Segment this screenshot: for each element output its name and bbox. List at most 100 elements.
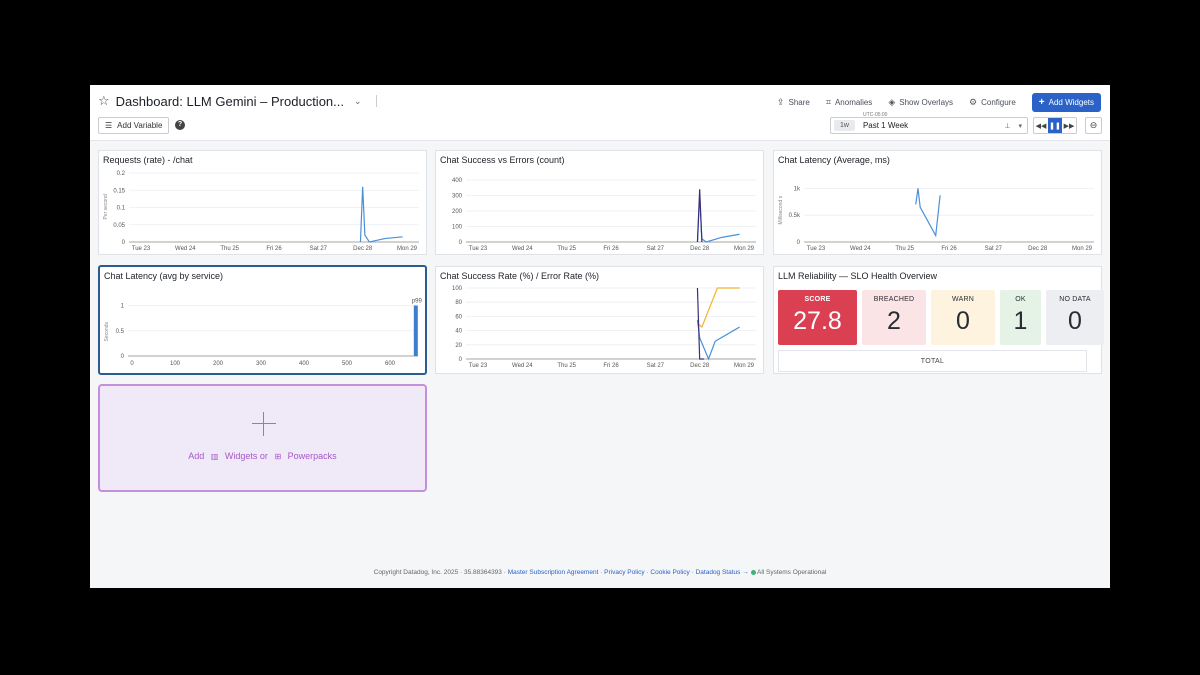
- star-icon[interactable]: ☆: [98, 93, 110, 108]
- slo-total[interactable]: TOTAL: [778, 350, 1087, 372]
- tile-value: 2: [887, 307, 901, 335]
- chevron-down-icon[interactable]: ⌄: [354, 95, 362, 106]
- powerpacks-link[interactable]: Powerpacks: [287, 451, 337, 461]
- slo-no-data-tile[interactable]: NO DATA 0: [1046, 290, 1104, 345]
- copyright-text: Copyright Datadog, Inc. 2025 · 35.883643…: [373, 569, 506, 576]
- zoom-out-icon[interactable]: ⊖: [1085, 117, 1102, 134]
- x-tick-label: Sat 27: [647, 363, 665, 369]
- plus-icon[interactable]: [252, 412, 276, 436]
- chevron-down-icon[interactable]: ▾: [1018, 122, 1022, 130]
- x-tick-label: Wed 24: [512, 246, 533, 252]
- requests-widget[interactable]: 0.2 0.15 0.1 0.05 0 Tue 23 Wed 24 Thu 25 Fri 26 S…: [98, 150, 427, 255]
- x-tick-label: Mon 29: [1072, 246, 1093, 252]
- time-picker[interactable]: 1w Past 1 Week ⊥ ▾: [830, 117, 1028, 134]
- latency-avg-widget[interactable]: 1k 0.5k 0 Tue 23 Wed 24 Thu 25 Fri 26 Sat 27 Dec…: [773, 150, 1102, 255]
- y-tick-label: 20: [455, 343, 462, 349]
- y-axis-unit: Per second: [103, 194, 109, 220]
- x-tick-label: 300: [256, 361, 267, 367]
- x-tick-label: Thu 25: [557, 363, 576, 369]
- x-tick-label: Wed 24: [850, 246, 871, 252]
- status-link[interactable]: Datadog Status →: [695, 569, 749, 576]
- slo-breached-tile[interactable]: BREACHED 2: [862, 290, 926, 345]
- anomalies-icon: ⌗: [825, 97, 831, 107]
- x-tick-label: 400: [299, 361, 310, 367]
- latency-bar: [413, 305, 418, 356]
- x-tick-label: Tue 23: [469, 246, 488, 252]
- add-label: Add: [188, 451, 205, 461]
- y-tick-label: 300: [452, 194, 463, 200]
- y-tick-label: 0.5k: [789, 213, 801, 219]
- filter-icon: ☰: [105, 121, 113, 130]
- show-overlays-label: Show Overlays: [899, 98, 954, 107]
- x-tick-label: 100: [170, 361, 181, 367]
- y-tick-label: 0: [797, 240, 801, 246]
- pause-icon[interactable]: ❚❚: [1048, 118, 1062, 133]
- tile-value: 0: [956, 307, 970, 335]
- y-axis-unit: Millisecond s: [778, 195, 784, 224]
- pin-icon[interactable]: ⊥: [1004, 122, 1011, 130]
- widgets-link[interactable]: Widgets or: [224, 451, 268, 461]
- time-label: Past 1 Week: [862, 121, 909, 130]
- x-tick-label: Sat 27: [647, 246, 665, 252]
- rewind-icon[interactable]: ◀◀: [1035, 122, 1047, 130]
- add-widgets-text: Add ▥ Widgets or ⊞ Powerpacks: [100, 451, 425, 461]
- x-tick-label: Mon 29: [397, 246, 418, 252]
- powerpack-icon: ⊞: [274, 452, 282, 461]
- series-line: [697, 287, 740, 329]
- widget-title: Chat Latency (avg by service): [104, 271, 224, 281]
- privacy-link[interactable]: Privacy Policy: [604, 569, 645, 576]
- slo-score-tile[interactable]: SCORE 27.8: [778, 290, 857, 345]
- anomalies-button[interactable]: ⌗ Anomalies: [826, 97, 872, 108]
- success-rate-widget[interactable]: 100 80 60 40 20 0 Tue 23 Wed 24 Thu 25 Fri 26 Sat …: [435, 266, 764, 374]
- y-tick-label: 0: [459, 240, 463, 246]
- tile-label: SCORE: [804, 296, 831, 303]
- slo-widget[interactable]: LLM Reliability — SLO Health Overview SC…: [773, 266, 1104, 374]
- x-tick-label: Fri 26: [603, 363, 619, 369]
- add-widgets-placeholder[interactable]: Add ▥ Widgets or ⊞ Powerpacks: [98, 384, 427, 492]
- timezone-label: UTC-05:00: [863, 112, 888, 118]
- success-errors-widget[interactable]: 400 300 200 100 0 Tue 23 Wed 24 Thu 25 Fri 26 Sat…: [435, 150, 764, 255]
- add-variable-button[interactable]: ☰ Add Variable: [98, 117, 170, 134]
- dashboard-header: ☆ Dashboard: LLM Gemini – Production... …: [90, 85, 1110, 141]
- tile-value: 27.8: [793, 307, 842, 335]
- y-tick-label: 100: [452, 225, 463, 231]
- x-tick-label: Dec 28: [690, 246, 710, 252]
- configure-label: Configure: [981, 98, 1016, 107]
- success-errors-chart: 400 300 200 100 0 Tue 23 Wed 24 Thu 25 Fri 26 Sat…: [452, 178, 756, 252]
- time-controls: ◀◀ ❚❚ ▶▶: [1033, 117, 1077, 134]
- latency-service-chart: 1 0.5 00 100 200 300 400 500 600 p99 Seconds: [104, 299, 422, 367]
- y-tick-label: 80: [455, 300, 462, 306]
- y-tick-label: 1k: [794, 186, 801, 192]
- series-line: [915, 188, 941, 238]
- share-button[interactable]: ⇪ Share: [777, 97, 810, 108]
- anomalies-label: Anomalies: [834, 98, 873, 107]
- help-icon[interactable]: ?: [175, 120, 185, 130]
- x-tick-label: Mon 29: [734, 246, 755, 252]
- slo-warn-tile[interactable]: WARN 0: [931, 290, 995, 345]
- configure-button[interactable]: ⚙ Configure: [969, 97, 1016, 108]
- latency-service-widget[interactable]: 1 0.5 0 0 100 200 300 400 500 600 p99 Seconds Chat …: [98, 265, 427, 375]
- y-tick-label: 0.2: [117, 171, 126, 177]
- cookie-link[interactable]: Cookie Policy: [650, 569, 690, 576]
- y-tick-label: 0: [459, 357, 463, 363]
- slo-ok-tile[interactable]: OK 1: [1000, 290, 1041, 345]
- dashboard-title[interactable]: Dashboard: LLM Gemini – Production...: [115, 93, 344, 109]
- x-tick-label: Dec 28: [353, 246, 373, 252]
- gear-icon: ⚙: [969, 97, 978, 107]
- x-tick-label: Wed 24: [175, 246, 196, 252]
- show-overlays-button[interactable]: ◈ Show Overlays: [888, 97, 953, 108]
- forward-icon[interactable]: ▶▶: [1063, 122, 1075, 130]
- add-widgets-label: Add Widgets: [1048, 98, 1094, 107]
- y-tick-label: 100: [452, 286, 463, 292]
- x-tick-label: Sat 27: [985, 246, 1003, 252]
- widget-title: LLM Reliability — SLO Health Overview: [778, 271, 938, 281]
- x-tick-label: Wed 24: [512, 363, 533, 369]
- add-widgets-button[interactable]: + Add Widgets: [1031, 93, 1101, 112]
- tile-value: 0: [1068, 307, 1082, 335]
- msa-link[interactable]: Master Subscription Agreement: [507, 569, 599, 576]
- share-label: Share: [788, 98, 810, 107]
- latency-avg-chart: 1k 0.5k 0 Tue 23 Wed 24 Thu 25 Fri 26 Sat 27 Dec…: [778, 186, 1094, 252]
- y-tick-label: 0.15: [113, 188, 125, 194]
- x-tick-label: 200: [213, 361, 224, 367]
- y-tick-label: 0.1: [117, 206, 126, 212]
